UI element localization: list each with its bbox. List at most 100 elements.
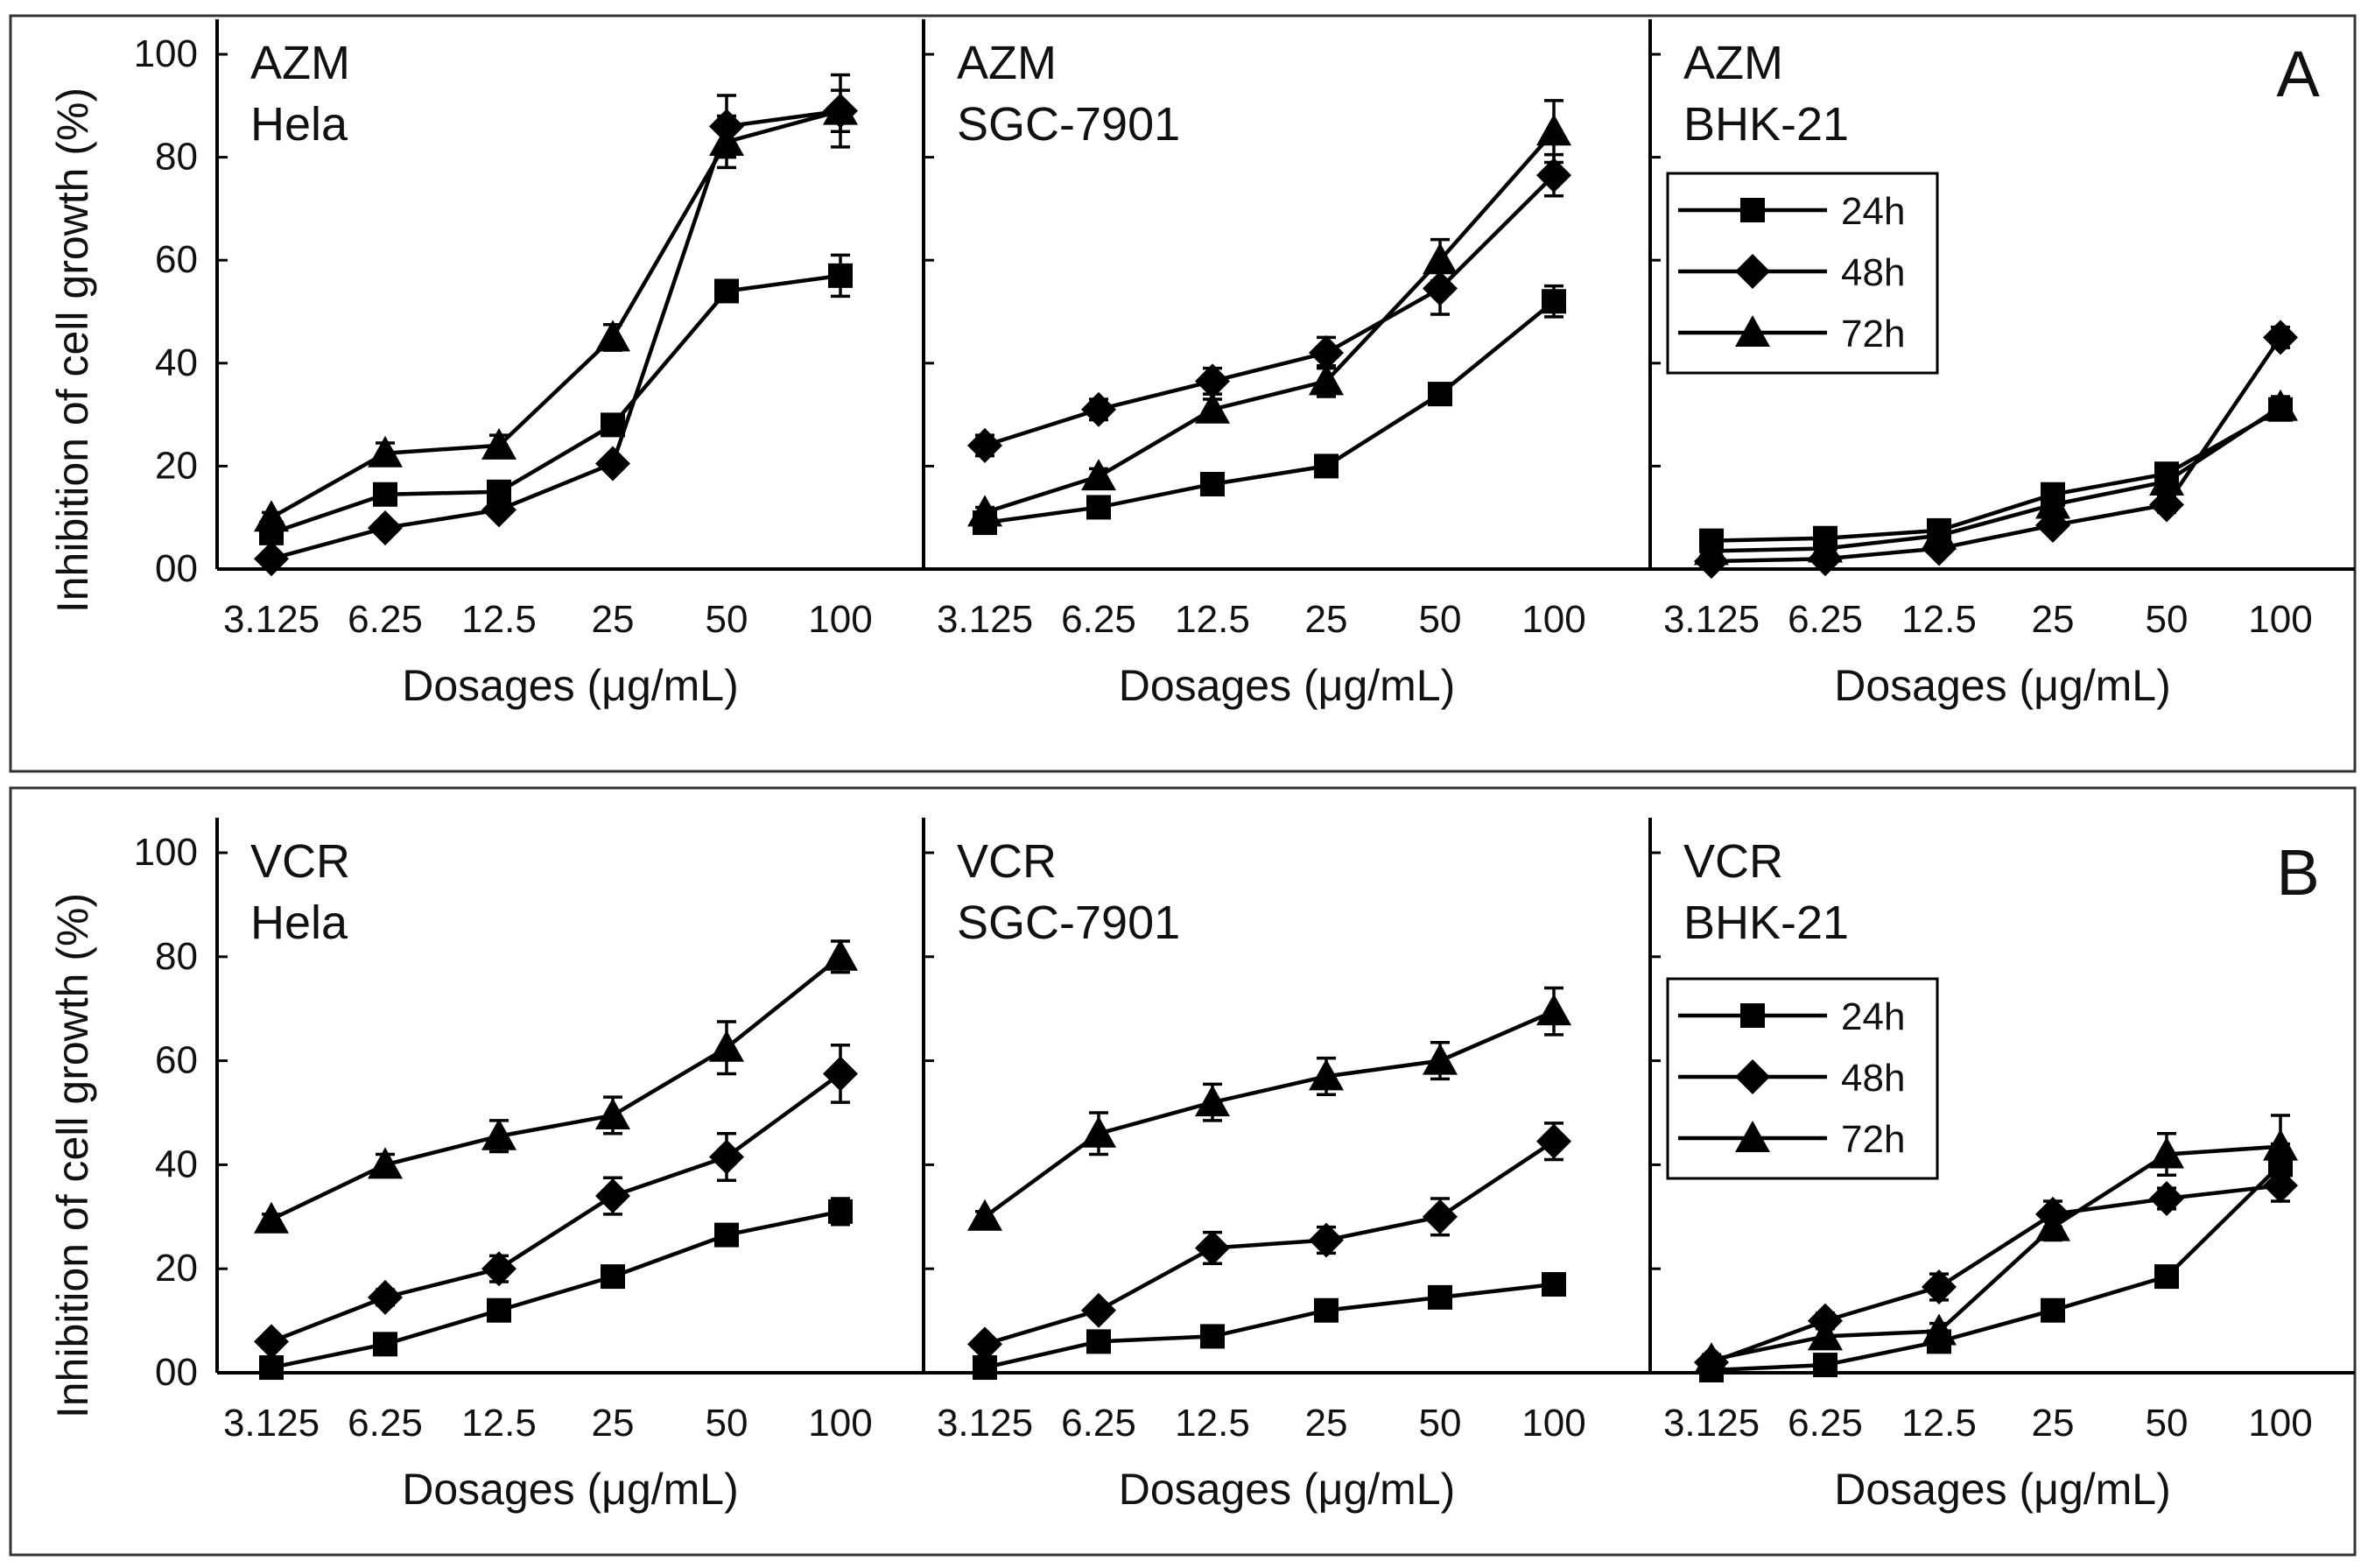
data-point-48h [595, 1178, 630, 1214]
data-point-48h [254, 541, 289, 577]
series-line-48h [271, 1072, 842, 1344]
series-line-48h [1711, 1183, 2281, 1365]
x-axis-title: Dosages (μg/mL) [1834, 661, 2171, 710]
data-point-24h [373, 482, 397, 507]
x-tick-label: 50 [706, 598, 748, 641]
data-point-48h [481, 492, 516, 528]
data-point-24h [1086, 495, 1111, 520]
x-tick-label: 12.5 [1901, 598, 1977, 641]
data-point-72h [1536, 994, 1571, 1026]
row-b-y-axis-title: Inhibition of cell growth (%) [48, 893, 97, 1418]
x-tick-label: 50 [2146, 1402, 2189, 1445]
x-tick-label: 3.125 [1663, 1402, 1760, 1445]
panel-vcr-sgc-7901: 3.125 6.25 12.5 25 50 100 Dosages (μg/mL) VCR SG… [922, 818, 1650, 1514]
x-tick-label: 50 [706, 1402, 748, 1445]
series-line-72h [984, 130, 1556, 515]
legend-marker-72h [1735, 1121, 1770, 1152]
data-point-48h [2149, 487, 2184, 523]
data-point-72h [1195, 1085, 1230, 1117]
legend-label: 48h [1841, 1057, 1905, 1100]
panel-azm-sgc-7901: 3.125 6.25 12.5 25 50 100 Dosages (μg/mL) AZM SG… [922, 19, 1650, 710]
row-a-y-axis-title: Inhibition of cell growth (%) [48, 88, 97, 613]
data-point-24h [601, 412, 625, 438]
data-point-48h [2263, 320, 2298, 355]
y-tick-label: 60 [155, 1039, 198, 1082]
data-point-48h [2149, 1181, 2184, 1217]
x-axis-title: Dosages (μg/mL) [402, 661, 739, 710]
data-point-24h [259, 1355, 284, 1381]
data-point-24h [1200, 471, 1225, 496]
x-tick-label: 12.5 [1901, 1402, 1977, 1445]
data-point-72h [1423, 1043, 1458, 1075]
data-point-72h [254, 1201, 289, 1234]
x-tick-label: 100 [2248, 598, 2312, 641]
series-line-24h [984, 299, 1556, 525]
data-point-72h [1922, 517, 1957, 550]
legend-label: 24h [1841, 995, 1905, 1038]
cell-line-label: Hela [250, 897, 348, 949]
data-point-72h [1195, 391, 1230, 424]
legend-marker-48h [1735, 254, 1770, 289]
series-line-24h [1711, 1163, 2282, 1373]
data-point-72h [481, 427, 516, 460]
data-point-72h [967, 1199, 1002, 1231]
data-point-24h [1428, 1284, 1452, 1310]
data-point-48h [1081, 1292, 1116, 1328]
x-axis-title: Dosages (μg/mL) [1119, 661, 1456, 710]
x-tick-label: 6.25 [1788, 1402, 1863, 1445]
series-line-48h [984, 173, 1556, 448]
data-point-72h [823, 93, 858, 125]
y-tick-label: 20 [155, 444, 198, 487]
x-tick-label: 6.25 [1061, 1402, 1136, 1445]
cell-line-label: SGC-7901 [957, 897, 1180, 949]
x-tick-label: 3.125 [1663, 598, 1760, 641]
data-point-72h [2263, 1129, 2298, 1161]
data-point-72h [1423, 243, 1458, 275]
y-tick-label: 100 [134, 831, 198, 874]
data-point-72h [1922, 1313, 1957, 1346]
data-point-24h [1314, 454, 1339, 479]
legend-label: 72h [1841, 1118, 1905, 1161]
row-a-frame [9, 14, 2357, 773]
x-tick-label: 3.125 [223, 598, 320, 641]
data-point-72h [481, 1118, 516, 1150]
legend-marker-72h [1735, 315, 1770, 347]
y-tick-label: 20 [155, 1247, 198, 1290]
series-line-72h [1711, 404, 2282, 553]
x-tick-label: 6.25 [348, 598, 423, 641]
cell-line-label: SGC-7901 [957, 98, 1180, 151]
legend-label: 72h [1841, 313, 1905, 355]
data-point-48h [1922, 1269, 1957, 1304]
y-tick-label: 40 [155, 1143, 198, 1185]
x-tick-label: 3.125 [223, 1402, 320, 1445]
y-tick-label: 40 [155, 341, 198, 384]
data-point-48h [967, 1326, 1002, 1362]
panel-letter: B [2276, 836, 2319, 909]
x-tick-label: 100 [1521, 1402, 1585, 1445]
x-tick-label: 6.25 [1788, 598, 1863, 641]
data-point-72h [1694, 1342, 1729, 1375]
data-point-24h [828, 263, 853, 288]
x-tick-label: 100 [808, 598, 872, 641]
x-tick-label: 3.125 [937, 1402, 1033, 1445]
x-tick-label: 100 [1521, 598, 1585, 641]
y-tick-label: 80 [155, 136, 198, 179]
data-point-48h [1309, 335, 1344, 371]
x-axis-title: Dosages (μg/mL) [1834, 1465, 2171, 1514]
panel-azm-hela: 00 20 40 60 80 100 3.125 6.25 12.5 25 50 100 Dosages… [134, 19, 924, 710]
x-tick-label: 50 [1419, 598, 1462, 641]
drug-label: AZM [1683, 37, 1783, 89]
series-line-72h [983, 1009, 1555, 1219]
data-point-48h [823, 1056, 858, 1092]
data-point-24h [487, 1297, 511, 1323]
cell-line-label: Hela [250, 98, 348, 151]
legend-marker-24h [1740, 1003, 1765, 1028]
data-point-72h [823, 939, 858, 971]
data-point-72h [2263, 389, 2298, 421]
data-point-72h [595, 1097, 630, 1129]
panel-azm-bhk-21: 3.125 6.25 12.5 25 50 100 Dosages (μg/mL) AZM BH… [1648, 19, 2355, 710]
x-tick-label: 25 [2032, 1402, 2075, 1445]
data-point-72h [595, 320, 630, 352]
data-point-48h [1423, 1199, 1458, 1234]
drug-label: AZM [250, 37, 350, 89]
